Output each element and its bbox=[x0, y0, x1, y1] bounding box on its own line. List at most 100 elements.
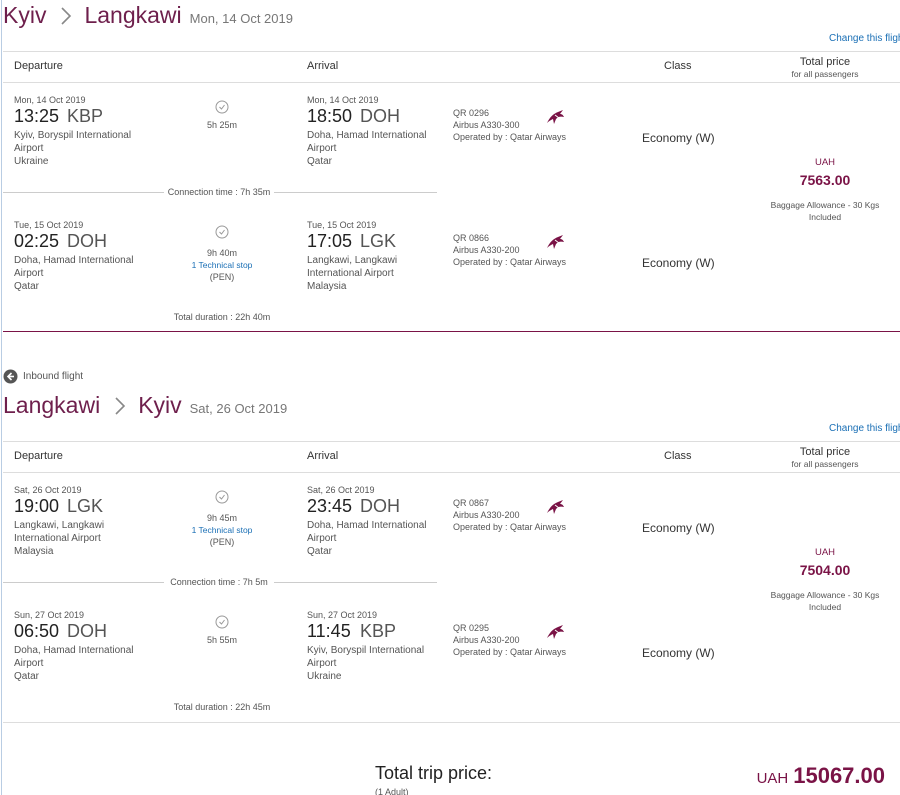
duration-icon bbox=[215, 615, 229, 634]
route-date: Mon, 14 Oct 2019 bbox=[189, 11, 293, 26]
total-duration: Total duration : 22h 40m bbox=[173, 312, 271, 322]
arrival-date: Sat, 26 Oct 2019 bbox=[307, 485, 375, 495]
total-trip-label: Total trip price: bbox=[375, 763, 493, 783]
total-duration: Total duration : 22h 45m bbox=[173, 702, 271, 712]
baggage: Baggage Allowance - 30 Kgs bbox=[770, 200, 880, 210]
departure-place: Qatar bbox=[14, 671, 40, 682]
chevron bbox=[112, 395, 128, 417]
technical-stop: 1 Technical stop bbox=[191, 525, 253, 535]
airline-logo bbox=[545, 109, 565, 130]
arrival-place: Qatar bbox=[307, 156, 333, 167]
chevron bbox=[58, 5, 74, 27]
duration: 5h 25m bbox=[206, 120, 238, 130]
arrival-date: Tue, 15 Oct 2019 bbox=[307, 220, 377, 230]
operator: Operated by : Qatar Airways bbox=[453, 132, 567, 142]
departure-header: Departure bbox=[14, 450, 63, 462]
flight-number: QR 0296 bbox=[453, 108, 490, 118]
aircraft: Airbus A330-300 bbox=[453, 120, 520, 130]
operator: Operated by : Qatar Airways bbox=[453, 522, 567, 532]
header-top-border bbox=[3, 51, 900, 52]
departure-place: Qatar bbox=[14, 281, 40, 292]
departure-time: 02:25 bbox=[14, 231, 60, 251]
departure-code: DOH bbox=[67, 231, 107, 251]
arrival-time: 17:05 bbox=[307, 231, 353, 251]
class-header: Class bbox=[664, 60, 692, 72]
section-price: 7563.00 bbox=[799, 172, 851, 188]
departure-header: Departure bbox=[14, 60, 63, 72]
section-bottom-border bbox=[3, 722, 900, 723]
connection-time: Connection time : 7h 5m bbox=[164, 577, 274, 587]
arrival-place: International Airport bbox=[307, 268, 394, 279]
arrival-code: KBP bbox=[360, 621, 397, 641]
arrival-date: Sun, 27 Oct 2019 bbox=[307, 610, 378, 620]
departure-place: Airport bbox=[14, 268, 44, 279]
connection-time: Connection time : 7h 35m bbox=[164, 187, 274, 197]
total-header: Total price bbox=[799, 56, 851, 68]
route-to: Langkawi bbox=[84, 2, 182, 28]
departure-date: Tue, 15 Oct 2019 bbox=[14, 220, 84, 230]
departure-place: International Airport bbox=[14, 533, 101, 544]
departure-place: Doha, Hamad International bbox=[14, 255, 134, 266]
arrival-place: Airport bbox=[307, 533, 337, 544]
arrival-code: LGK bbox=[360, 231, 397, 251]
total-header: Total price bbox=[799, 446, 851, 458]
aircraft: Airbus A330-200 bbox=[453, 510, 520, 520]
departure-time: 06:50 bbox=[14, 621, 60, 641]
inbound-label: Inbound flight bbox=[23, 371, 84, 382]
duration-icon bbox=[215, 225, 229, 244]
baggage-included: Included bbox=[808, 602, 842, 612]
stop-place: (PEN) bbox=[209, 537, 235, 547]
total-amount: 15067.00 bbox=[793, 763, 885, 788]
currency: UAH bbox=[814, 157, 836, 168]
departure-date: Mon, 14 Oct 2019 bbox=[14, 95, 86, 105]
total-trip-price: UAH 15067.00 bbox=[757, 763, 885, 789]
arrival-place: Doha, Hamad International bbox=[307, 520, 427, 531]
arrival-place: Ukraine bbox=[307, 671, 342, 682]
duration: 5h 55m bbox=[206, 635, 238, 645]
arrival-date: Mon, 14 Oct 2019 bbox=[307, 95, 379, 105]
flight-number: QR 0867 bbox=[453, 498, 490, 508]
cabin-class: Economy (W) bbox=[642, 521, 715, 535]
operator: Operated by : Qatar Airways bbox=[453, 257, 567, 267]
departure-place: Ukraine bbox=[14, 156, 49, 167]
back-icon bbox=[3, 369, 18, 389]
arrival-header: Arrival bbox=[307, 60, 339, 72]
baggage: Baggage Allowance - 30 Kgs bbox=[770, 590, 880, 600]
technical-stop: 1 Technical stop bbox=[191, 260, 253, 270]
aircraft: Airbus A330-200 bbox=[453, 245, 520, 255]
departure-place: Doha, Hamad International bbox=[14, 645, 134, 656]
departure-time: 19:00 bbox=[14, 496, 60, 516]
departure-code: KBP bbox=[67, 106, 104, 126]
section-price: 7504.00 bbox=[799, 562, 851, 578]
arrival-code: DOH bbox=[360, 496, 400, 516]
arrival-time: 23:45 bbox=[307, 496, 353, 516]
airline-logo bbox=[545, 234, 565, 255]
arrival-place: Doha, Hamad International bbox=[307, 130, 427, 141]
duration: 9h 40m bbox=[206, 248, 238, 258]
arrival-place: Airport bbox=[307, 143, 337, 154]
route-title: Kyiv Langkawi Mon, 14 Oct 2019 bbox=[3, 2, 293, 29]
duration-icon bbox=[215, 100, 229, 119]
departure-date: Sun, 27 Oct 2019 bbox=[14, 610, 85, 620]
arrival-time: 11:45 bbox=[307, 621, 351, 641]
route-to: Kyiv bbox=[138, 392, 182, 418]
header-bottom-border bbox=[3, 82, 900, 83]
class-header: Class bbox=[664, 450, 692, 462]
route-from: Kyiv bbox=[3, 2, 47, 28]
departure-code: DOH bbox=[67, 621, 107, 641]
arrival-place: Langkawi, Langkawi bbox=[307, 255, 398, 266]
arrival-time: 18:50 bbox=[307, 106, 353, 126]
route-title: Langkawi Kyiv Sat, 26 Oct 2019 bbox=[3, 392, 287, 419]
departure-place: Langkawi, Langkawi bbox=[14, 520, 105, 531]
aircraft: Airbus A330-200 bbox=[453, 635, 520, 645]
cabin-class: Economy (W) bbox=[642, 256, 715, 270]
arrival-place: Kyiv, Boryspil International bbox=[307, 645, 425, 656]
route-date: Sat, 26 Oct 2019 bbox=[189, 401, 288, 416]
header-top-border bbox=[3, 441, 900, 442]
change-flight-link[interactable]: Change this flight bbox=[829, 423, 900, 434]
change-flight-link[interactable]: Change this flight bbox=[829, 33, 900, 44]
arrival-place: Malaysia bbox=[307, 281, 347, 292]
flight-number: QR 0866 bbox=[453, 233, 490, 243]
header-bottom-border bbox=[3, 472, 900, 473]
